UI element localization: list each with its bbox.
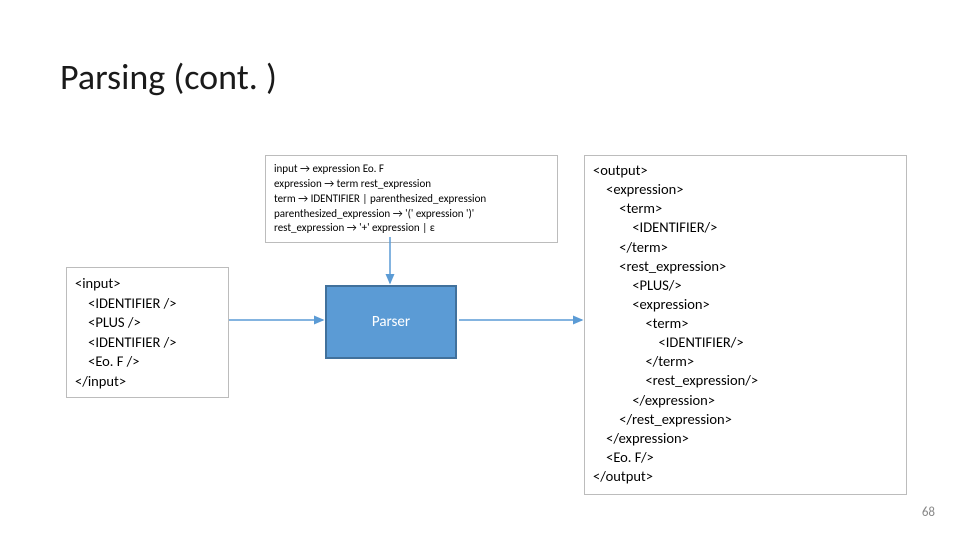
arrow-parser-to-output bbox=[0, 0, 960, 540]
page-number: 68 bbox=[922, 505, 935, 520]
